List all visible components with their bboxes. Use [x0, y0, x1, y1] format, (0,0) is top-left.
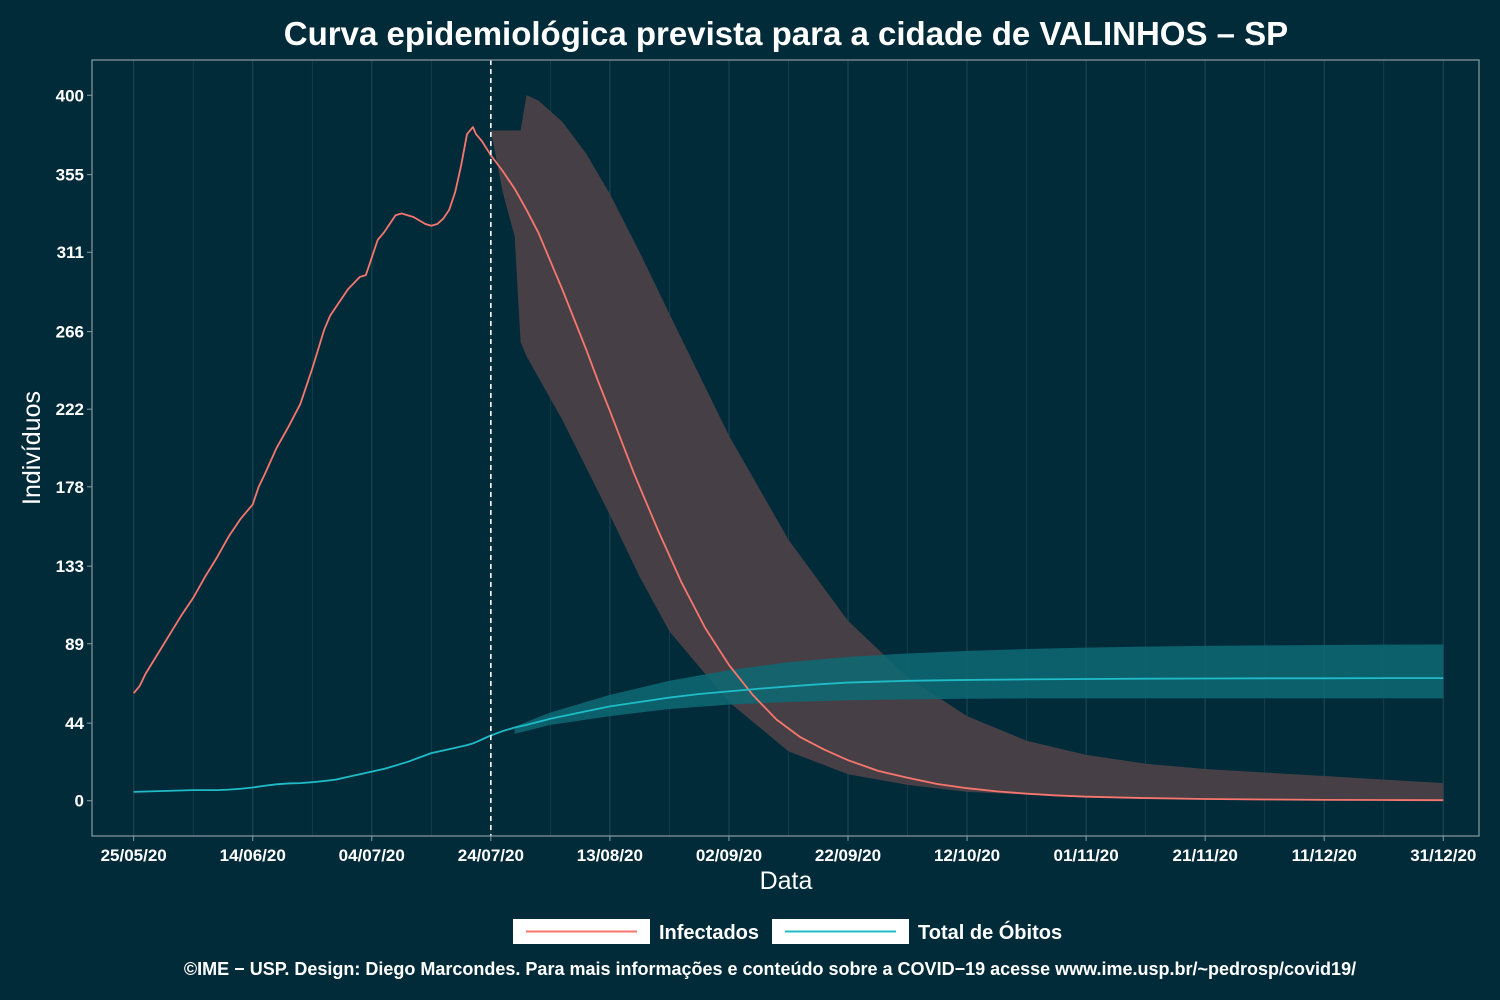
legend-label-infectados: Infectados	[659, 922, 759, 944]
y-tick-label: 0	[75, 792, 84, 811]
confidence-bands	[490, 95, 1444, 801]
caption: ©IME − USP. Design: Diego Marcondes. Par…	[184, 959, 1356, 979]
x-tick-label: 25/05/20	[101, 846, 167, 865]
y-tick-label: 400	[56, 86, 84, 105]
x-tick-label: 12/10/20	[934, 846, 1000, 865]
y-axis-label: Indivíduos	[18, 391, 46, 505]
x-tick-label: 01/11/20	[1053, 846, 1118, 865]
band-obitos	[514, 644, 1444, 734]
line-infectados	[132, 126, 1444, 802]
x-tick-label: 31/12/20	[1410, 846, 1476, 865]
y-tick-label: 355	[56, 166, 84, 185]
x-tick-label: 21/11/20	[1173, 846, 1238, 865]
x-tick-label: 22/09/20	[815, 846, 881, 865]
y-tick-label: 178	[56, 478, 84, 497]
legend-label-obitos: Total de Óbitos	[918, 920, 1062, 944]
band-infectados	[490, 95, 1444, 801]
x-tick-label: 24/07/20	[458, 846, 524, 865]
y-tick-label: 266	[56, 323, 84, 342]
y-axis-ticks: 0 44 89 133 178 222 266 311 355 400	[56, 86, 92, 811]
x-tick-label: 04/07/20	[339, 846, 405, 865]
legend: Infectados Total de Óbitos	[513, 919, 1062, 944]
series-lines	[132, 126, 1444, 802]
x-tick-label: 13/08/20	[577, 846, 643, 865]
y-tick-label: 89	[65, 635, 84, 654]
legend-item-obitos: Total de Óbitos	[772, 919, 1062, 944]
x-axis-ticks: 25/05/20 14/06/20 04/07/20 24/07/20 13/08/20…	[101, 836, 1476, 865]
chart-title: Curva epidemiológica prevista para a cid…	[284, 15, 1288, 52]
x-tick-label: 02/09/20	[696, 846, 762, 865]
y-tick-label: 44	[65, 714, 84, 733]
y-tick-label: 222	[56, 400, 84, 419]
x-axis-label: Data	[760, 867, 813, 895]
legend-item-infectados: Infectados	[513, 919, 759, 944]
plot-border	[91, 59, 1480, 837]
y-tick-label: 311	[57, 243, 84, 262]
x-tick-label: 14/06/20	[220, 846, 286, 865]
line-obitos	[133, 677, 1444, 793]
y-tick-label: 133	[56, 557, 84, 576]
x-tick-label: 11/12/20	[1292, 846, 1357, 865]
